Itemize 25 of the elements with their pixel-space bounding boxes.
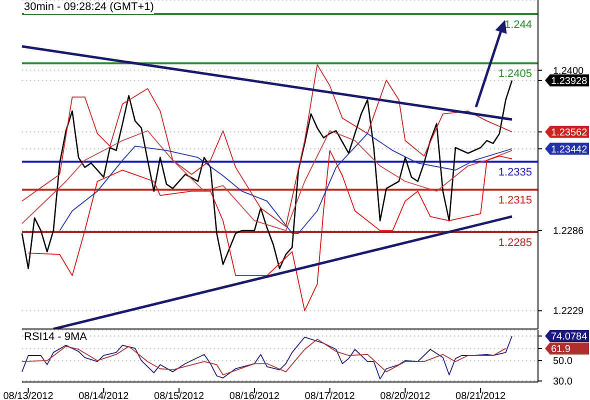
ref-line-label: 1.244 [504, 18, 532, 31]
ref-line-label: 1.2315 [498, 194, 532, 207]
x-tick-label: 08/15/2012 [154, 391, 205, 400]
y-tick-label: 1.23562 [551, 127, 588, 138]
ref-line-label: 1.2335 [498, 166, 532, 178]
chart-title: RSI14 - 9MA [24, 331, 87, 344]
x-tick-label: 08/13/2012 [3, 391, 54, 400]
x-tick-label: 08/17/2012 [304, 391, 356, 400]
y-tick-label: 1.2229 [553, 306, 584, 318]
y-tick-label: 1.23928 [551, 76, 588, 87]
y-tick-label: 1.2400 [553, 66, 584, 77]
x-tick-label: 08/14/2012 [78, 391, 130, 400]
y-tick-label: 74.0784 [551, 332, 588, 343]
line-series [22, 338, 506, 376]
chart-title: 30min - 09:28:24 (GMT+1) [24, 1, 154, 14]
ref-line-label: 1.2405 [498, 68, 532, 80]
x-tick-label: 08/16/2012 [229, 391, 280, 400]
x-tick-label: 08/20/2012 [380, 391, 431, 400]
y-tick-label: 50.0 [553, 356, 573, 368]
y-tick-label: 1.2286 [553, 226, 584, 238]
y-tick-label: 61.9 [551, 344, 571, 355]
ref-line-label: 1.2285 [498, 236, 532, 249]
y-tick-label: 30.0 [553, 376, 573, 388]
y-tick-label: 1.23442 [551, 144, 588, 156]
x-tick-label: 08/21/2012 [456, 391, 506, 400]
